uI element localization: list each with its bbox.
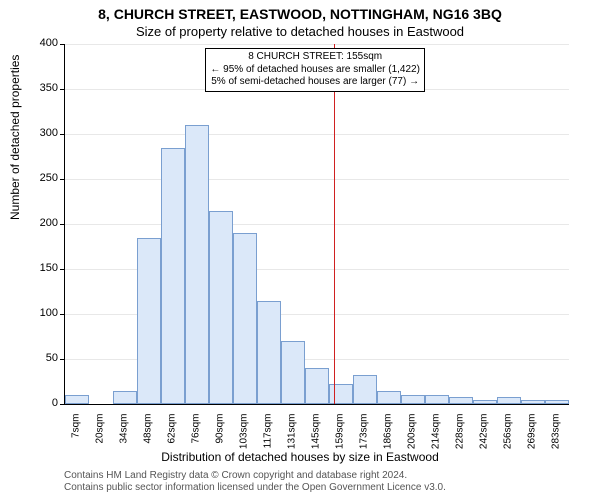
histogram-bar	[137, 238, 161, 405]
xtick-label: 159sqm	[335, 414, 346, 464]
histogram-bar	[473, 400, 497, 405]
ytick-mark	[60, 269, 64, 270]
ytick-label: 100	[22, 307, 58, 319]
ytick-label: 200	[22, 217, 58, 229]
histogram-bar	[113, 391, 137, 405]
histogram-bar	[545, 400, 569, 405]
xtick-label: 214sqm	[431, 414, 442, 464]
ytick-label: 350	[22, 82, 58, 94]
footer-line2: Contains public sector information licen…	[64, 482, 446, 494]
histogram-bar	[353, 375, 377, 404]
xtick-label: 7sqm	[71, 414, 82, 464]
gridline-h	[65, 134, 569, 135]
histogram-bar	[449, 397, 473, 404]
ytick-mark	[60, 224, 64, 225]
gridline-h	[65, 44, 569, 45]
plot-area: 8 CHURCH STREET: 155sqm ← 95% of detache…	[64, 44, 569, 405]
ytick-mark	[60, 314, 64, 315]
annotation-line1: 8 CHURCH STREET: 155sqm	[210, 51, 420, 64]
histogram-bar	[257, 301, 281, 405]
xtick-label: 173sqm	[359, 414, 370, 464]
histogram-bar	[305, 368, 329, 404]
ytick-mark	[60, 134, 64, 135]
histogram-bar	[161, 148, 185, 405]
histogram-bar	[209, 211, 233, 405]
histogram-bar	[401, 395, 425, 404]
histogram-bar	[233, 233, 257, 404]
annotation-line2: ← 95% of detached houses are smaller (1,…	[210, 64, 420, 77]
footer-line1: Contains HM Land Registry data © Crown c…	[64, 470, 446, 482]
xtick-label: 48sqm	[143, 414, 154, 464]
xtick-label: 269sqm	[527, 414, 538, 464]
xtick-label: 62sqm	[167, 414, 178, 464]
chart-title: 8, CHURCH STREET, EASTWOOD, NOTTINGHAM, …	[0, 6, 600, 22]
y-axis-label: Number of detached properties	[8, 55, 22, 220]
histogram-bar	[521, 400, 545, 405]
ytick-mark	[60, 44, 64, 45]
xtick-label: 283sqm	[551, 414, 562, 464]
annotation-line3: 5% of semi-detached houses are larger (7…	[210, 76, 420, 89]
ytick-label: 50	[22, 352, 58, 364]
histogram-bar	[425, 395, 449, 404]
xtick-label: 256sqm	[503, 414, 514, 464]
annotation-box: 8 CHURCH STREET: 155sqm ← 95% of detache…	[205, 48, 425, 92]
xtick-label: 103sqm	[239, 414, 250, 464]
ytick-mark	[60, 404, 64, 405]
ytick-label: 400	[22, 37, 58, 49]
xtick-label: 131sqm	[287, 414, 298, 464]
histogram-bar	[281, 341, 305, 404]
xtick-label: 76sqm	[191, 414, 202, 464]
xtick-label: 34sqm	[119, 414, 130, 464]
histogram-bar	[65, 395, 89, 404]
gridline-h	[65, 179, 569, 180]
xtick-label: 20sqm	[95, 414, 106, 464]
histogram-bar	[329, 384, 353, 404]
ytick-mark	[60, 359, 64, 360]
ytick-label: 0	[22, 397, 58, 409]
xtick-label: 242sqm	[479, 414, 490, 464]
ytick-label: 250	[22, 172, 58, 184]
ytick-mark	[60, 179, 64, 180]
chart-subtitle: Size of property relative to detached ho…	[0, 24, 600, 39]
xtick-label: 117sqm	[263, 414, 274, 464]
footer-attribution: Contains HM Land Registry data © Crown c…	[64, 470, 446, 494]
xtick-label: 90sqm	[215, 414, 226, 464]
chart-container: 8, CHURCH STREET, EASTWOOD, NOTTINGHAM, …	[0, 0, 600, 500]
gridline-h	[65, 224, 569, 225]
ytick-label: 150	[22, 262, 58, 274]
ytick-label: 300	[22, 127, 58, 139]
histogram-bar	[377, 391, 401, 405]
histogram-bar	[185, 125, 209, 404]
xtick-label: 145sqm	[311, 414, 322, 464]
ytick-mark	[60, 89, 64, 90]
reference-line	[334, 44, 335, 404]
xtick-label: 228sqm	[455, 414, 466, 464]
xtick-label: 186sqm	[383, 414, 394, 464]
xtick-label: 200sqm	[407, 414, 418, 464]
histogram-bar	[497, 397, 521, 404]
